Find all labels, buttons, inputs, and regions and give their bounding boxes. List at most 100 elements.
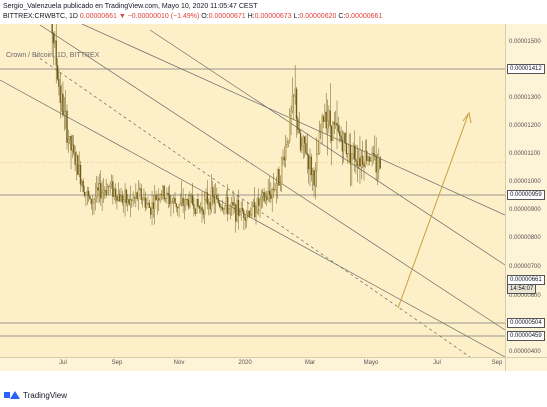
candle-body (276, 169, 279, 184)
candle-body (71, 144, 74, 151)
chart-canvas[interactable]: Crown / Bitcoin, 1D, BITTREX (0, 24, 505, 357)
time-tick-label: Jul (59, 360, 67, 366)
candle-body (264, 196, 267, 202)
candle-body (316, 154, 318, 171)
candle-body (94, 196, 97, 200)
candle-body (185, 199, 187, 206)
candle-body (120, 195, 122, 202)
candle-body (231, 202, 233, 207)
candle-body (136, 192, 138, 200)
candle-body (359, 158, 361, 167)
candle-body (314, 170, 317, 186)
candle-body (224, 205, 226, 209)
candle-body (182, 197, 184, 206)
candle-body (259, 198, 261, 206)
candle-body (64, 110, 67, 112)
candle-body (252, 201, 254, 205)
candle-body (151, 202, 153, 215)
channel-top-line (81, 24, 505, 216)
candle-body (82, 181, 84, 193)
candle-body (58, 78, 60, 87)
close-label: C: (338, 13, 346, 20)
candle-body (255, 211, 257, 218)
candle-body (121, 195, 124, 203)
candle-body (164, 198, 167, 200)
candle-body (305, 143, 307, 154)
time-tick-label: Nov (173, 360, 185, 366)
time-tick-label: Mayo (363, 360, 379, 366)
candle-body (352, 145, 354, 154)
candle-body (66, 110, 68, 143)
candle-body (375, 155, 377, 173)
open-value: 0.00000671 (208, 13, 246, 20)
candle-body (174, 198, 176, 204)
candle-body (125, 189, 128, 203)
price-tick-label: 0.00001000 (509, 179, 541, 185)
time-tick-label: Sep (111, 360, 123, 366)
candle-body (249, 214, 252, 217)
footer: TradingView (0, 371, 547, 407)
candle-body (89, 196, 91, 200)
candle-body (193, 204, 195, 209)
candle-body (159, 194, 161, 201)
candle-body (220, 206, 222, 208)
candle-body (175, 203, 178, 208)
candle-body (289, 115, 291, 141)
candle-body (110, 181, 113, 185)
time-axis[interactable]: Jul Sep Nov 2020 Mar Mayo Jul Sep (0, 357, 505, 372)
candle-body (194, 208, 196, 214)
candle-body (108, 186, 110, 188)
candle-body (229, 205, 232, 209)
candle-body (310, 156, 313, 176)
candle-body (214, 194, 217, 204)
candle-body (244, 217, 246, 221)
candle-body (93, 199, 95, 203)
candle-body (366, 150, 368, 161)
candle-body (123, 199, 125, 203)
candle-body (307, 155, 310, 170)
candle-body (301, 145, 303, 151)
candle-body (324, 111, 326, 122)
candle-body (376, 169, 379, 173)
price-tick-label: 0.00000400 (509, 349, 541, 355)
candle-body (133, 197, 136, 199)
candle-body (148, 202, 151, 209)
candle-body (197, 199, 199, 207)
candle-body (101, 192, 103, 199)
candle-body (282, 156, 284, 159)
candle-body (285, 144, 287, 161)
candle-body (216, 194, 218, 199)
price-axis[interactable]: 0.00001500 0.00001300 0.00001200 0.00001100… (505, 24, 547, 357)
open-label: O: (201, 13, 209, 20)
candle-body (349, 144, 352, 165)
candle-body (297, 118, 299, 130)
candle-body (268, 190, 271, 195)
candle-body (363, 164, 365, 167)
candle-body (325, 111, 327, 129)
candle-body (243, 210, 245, 219)
candle-body (78, 165, 80, 175)
candle-body (70, 136, 72, 151)
candle-body (116, 196, 118, 201)
candle-body (205, 192, 207, 200)
candle-body (293, 95, 295, 97)
candle-body (135, 192, 137, 199)
candle-body (172, 198, 175, 202)
symbol-label: BITTREX:CRWBTC, 1D (3, 13, 78, 20)
candle-body (114, 188, 117, 197)
candle-body (73, 144, 75, 153)
candle-body (113, 188, 115, 197)
candle-body (104, 190, 106, 191)
candle-body (140, 188, 142, 200)
candle-body (143, 197, 145, 200)
candle-body (309, 156, 311, 170)
tradingview-logo[interactable]: TradingView (4, 391, 67, 400)
candle-body (109, 183, 111, 187)
price-badge: 14:54:07 (507, 284, 537, 294)
axis-corner (505, 357, 547, 372)
candle-body (330, 125, 333, 141)
candle-body (236, 199, 238, 222)
price-chart[interactable] (0, 24, 505, 357)
candle-body (100, 183, 102, 199)
candle-body (195, 199, 198, 214)
